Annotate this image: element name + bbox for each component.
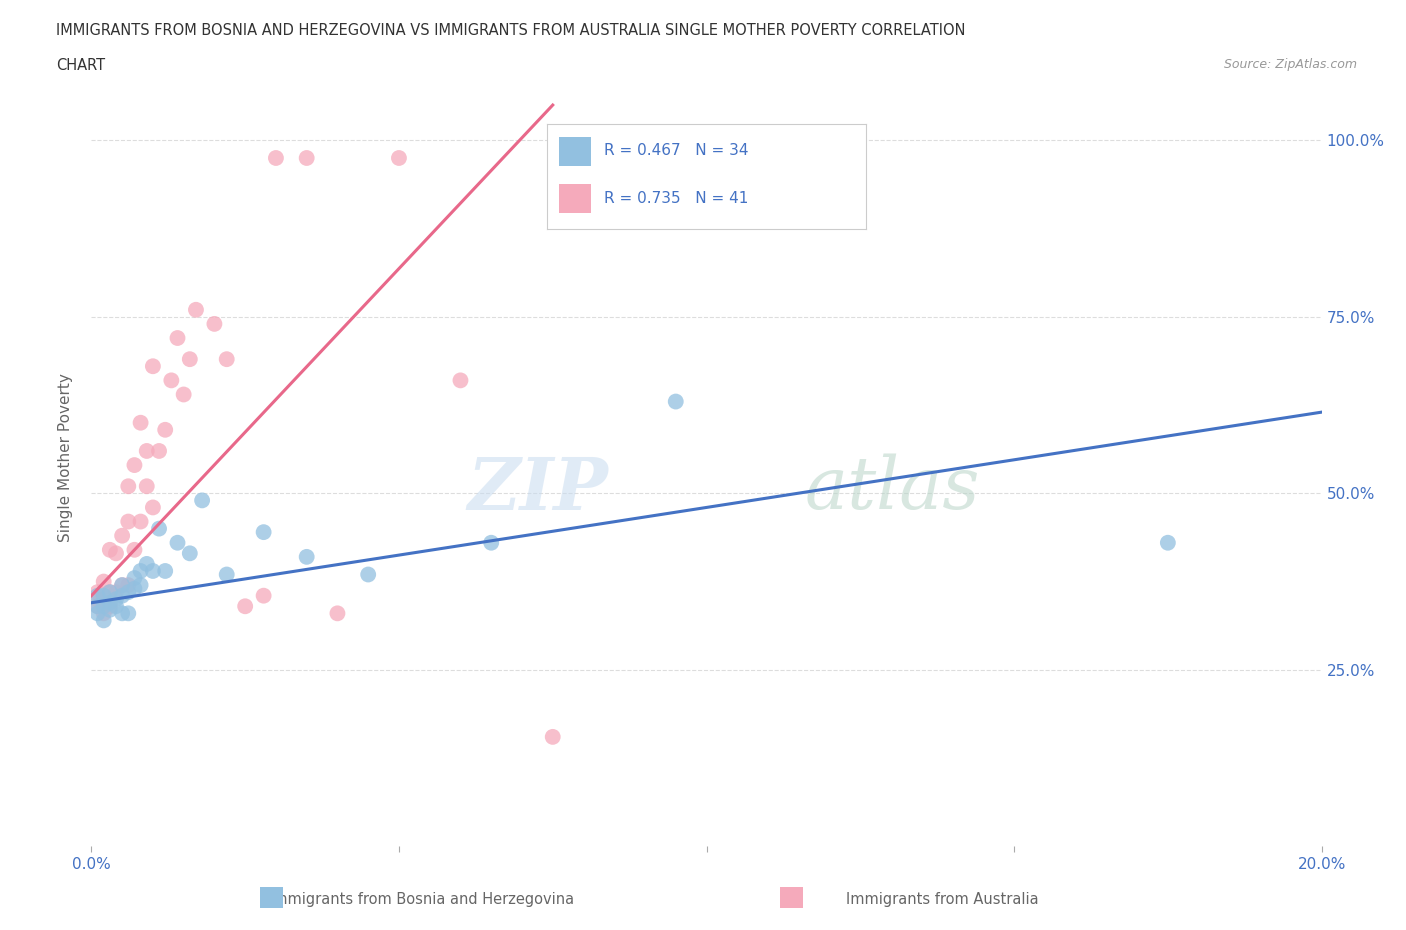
Point [98, 599, 121, 614]
Point [215, 352, 238, 366]
Point [93, 613, 115, 628]
Text: Source: ZipAtlas.com: Source: ZipAtlas.com [1223, 58, 1357, 71]
Point [117, 479, 139, 494]
Point [233, 599, 256, 614]
Point [388, 151, 411, 166]
Point [173, 387, 195, 402]
Point [264, 151, 287, 166]
Point [326, 606, 349, 621]
Point [124, 571, 146, 586]
Text: CHART: CHART [56, 58, 105, 73]
Point [142, 564, 165, 578]
Text: Immigrants from Bosnia and Herzegovina: Immigrants from Bosnia and Herzegovina [269, 892, 575, 907]
Point [86, 599, 108, 614]
Point [253, 589, 276, 604]
Point [129, 416, 152, 431]
Point [179, 546, 201, 561]
Point [117, 585, 139, 600]
Text: IMMIGRANTS FROM BOSNIA AND HERZEGOVINA VS IMMIGRANTS FROM AUSTRALIA SINGLE MOTHE: IMMIGRANTS FROM BOSNIA AND HERZEGOVINA V… [56, 23, 966, 38]
Point [105, 591, 127, 606]
Point [111, 578, 134, 592]
Point [117, 606, 139, 621]
Point [295, 550, 318, 565]
Point [153, 422, 177, 437]
Point [129, 578, 152, 592]
Point [135, 556, 157, 571]
Point [166, 536, 188, 551]
Y-axis label: Single Mother Poverty: Single Mother Poverty [58, 374, 73, 542]
Text: R = 0.467   N = 34: R = 0.467 N = 34 [605, 143, 748, 158]
Point [215, 567, 238, 582]
Point [86, 585, 108, 600]
Point [93, 595, 115, 610]
Point [111, 578, 134, 592]
Point [160, 373, 183, 388]
Point [105, 599, 127, 614]
Point [98, 585, 121, 600]
Point [142, 359, 165, 374]
Point [124, 581, 146, 596]
Bar [560, 184, 592, 213]
Point [357, 567, 380, 582]
Point [98, 603, 121, 618]
Point [665, 394, 688, 409]
Point [111, 528, 134, 543]
Point [93, 589, 115, 604]
Point [253, 525, 276, 539]
Point [124, 542, 146, 557]
Point [111, 589, 134, 604]
Text: Immigrants from Australia: Immigrants from Australia [845, 892, 1039, 907]
Text: R = 0.735   N = 41: R = 0.735 N = 41 [605, 191, 748, 206]
Text: ZIP: ZIP [467, 454, 607, 525]
Point [98, 585, 121, 600]
Point [135, 444, 157, 458]
Point [129, 514, 152, 529]
Point [111, 606, 134, 621]
Point [93, 599, 115, 614]
Point [449, 373, 471, 388]
Point [135, 479, 157, 494]
Point [202, 316, 225, 331]
Point [93, 574, 115, 589]
Point [153, 564, 177, 578]
Point [148, 444, 170, 458]
Bar [560, 137, 592, 166]
Point [105, 546, 127, 561]
Point [117, 578, 139, 592]
Point [191, 493, 214, 508]
Point [541, 729, 564, 744]
Point [184, 302, 207, 317]
Point [1157, 536, 1180, 551]
Point [148, 521, 170, 536]
Point [179, 352, 201, 366]
Point [124, 458, 146, 472]
Point [166, 330, 188, 345]
Point [295, 151, 318, 166]
Point [129, 564, 152, 578]
Point [105, 585, 127, 600]
Text: atlas: atlas [804, 454, 980, 525]
Point [142, 500, 165, 515]
Point [86, 591, 108, 606]
Point [86, 606, 108, 621]
Point [86, 599, 108, 614]
Point [98, 595, 121, 610]
Point [98, 542, 121, 557]
Point [86, 589, 108, 604]
Point [479, 536, 502, 551]
Point [93, 606, 115, 621]
Point [117, 514, 139, 529]
